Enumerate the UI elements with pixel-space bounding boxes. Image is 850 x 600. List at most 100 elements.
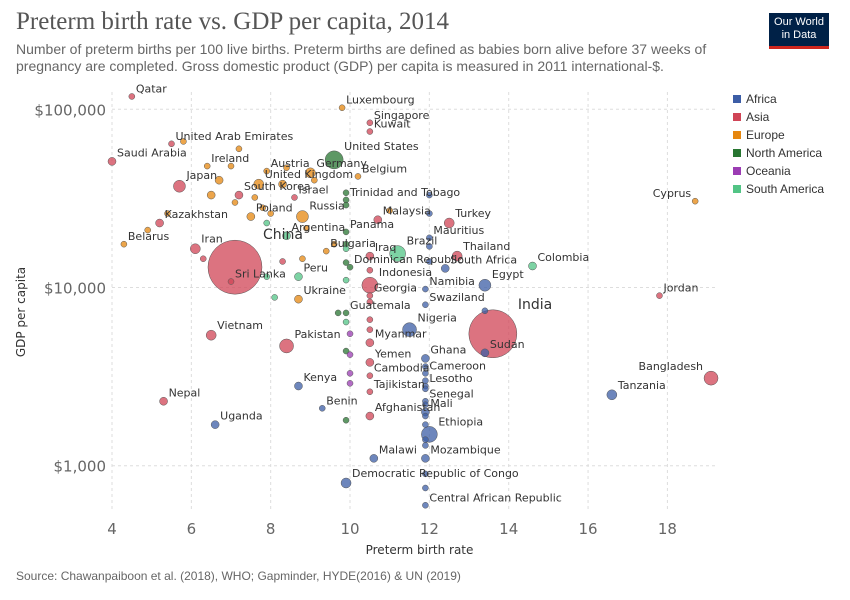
point-label: Colombia (538, 251, 590, 264)
data-point (342, 228, 350, 236)
point-label: Japan (185, 169, 217, 182)
data-point (346, 330, 354, 338)
data-point (205, 329, 217, 341)
data-point (263, 273, 270, 280)
point-label: Bangladesh (639, 360, 704, 373)
point-label: Guatemala (350, 299, 411, 312)
y-tick-label: $10,000 (44, 279, 106, 297)
data-point (422, 363, 429, 370)
data-point (246, 212, 256, 221)
data-point (279, 338, 294, 354)
x-tick-label: 16 (579, 520, 598, 538)
chart-points (107, 93, 719, 509)
legend-item[interactable]: Europe (733, 128, 785, 142)
point-label: China (263, 227, 303, 243)
data-point (227, 278, 235, 285)
data-point (164, 210, 171, 217)
data-point (206, 190, 216, 200)
legend-label: Africa (746, 92, 777, 106)
data-point (342, 189, 350, 197)
data-point (342, 245, 350, 252)
data-point (203, 162, 211, 170)
data-point (234, 190, 244, 200)
data-point (366, 388, 374, 396)
data-point (422, 385, 429, 393)
point-label: Benin (326, 394, 357, 407)
legend-label: Asia (746, 110, 770, 124)
point-label: Senegal (429, 387, 473, 400)
point-label: Tanzania (617, 379, 666, 392)
data-point (159, 397, 168, 406)
point-label: Turkey (454, 207, 491, 220)
logo-line-1: Our World (774, 16, 824, 28)
data-point (253, 178, 265, 190)
data-point (422, 401, 429, 408)
data-point (422, 370, 429, 377)
legend-label: North America (746, 146, 823, 160)
data-point (366, 316, 374, 323)
legend-item[interactable]: Asia (733, 110, 769, 124)
point-label: Malaysia (383, 205, 431, 218)
point-label: Panama (350, 218, 394, 231)
data-point (422, 470, 429, 478)
data-point (342, 416, 350, 424)
legend-item[interactable]: North America (733, 146, 822, 160)
x-tick-label: 6 (187, 520, 197, 538)
legend-swatch (733, 95, 741, 103)
point-label: Ethiopia (438, 415, 483, 428)
point-label: Sudan (490, 338, 525, 351)
point-label: Saudi Arabia (117, 146, 187, 159)
point-label: Georgia (374, 282, 417, 295)
owid-logo[interactable]: Our World in Data (769, 13, 829, 49)
point-label: Trinidad and Tobago (349, 186, 460, 199)
data-point (451, 250, 463, 262)
data-point (366, 266, 374, 274)
data-point (107, 157, 117, 166)
point-label: Central African Republic (429, 491, 561, 504)
data-point (227, 162, 235, 170)
data-point (468, 309, 518, 359)
data-point (342, 276, 350, 284)
data-point (703, 370, 719, 386)
point-label: United States (344, 140, 419, 153)
legend-label: South America (746, 182, 825, 196)
point-label: Afghanistan (375, 401, 441, 414)
point-label: Uganda (220, 410, 262, 423)
legend-item[interactable]: South America (733, 182, 824, 196)
point-label: Iran (201, 233, 223, 246)
x-tick-label: 10 (340, 520, 359, 538)
data-point (422, 502, 429, 509)
data-point (366, 298, 374, 306)
point-label: Peru (303, 262, 328, 275)
point-label: Cyprus (653, 187, 692, 200)
point-label: Luxembourg (346, 94, 415, 107)
data-point (294, 381, 303, 391)
point-label: India (518, 297, 552, 313)
data-point (340, 477, 352, 489)
data-point (366, 128, 374, 135)
data-point (366, 326, 374, 333)
data-point (282, 231, 291, 241)
legend-item[interactable]: Oceania (733, 164, 791, 178)
data-point (366, 372, 374, 379)
point-label: United Arab Emirates (176, 130, 294, 143)
data-point (190, 243, 201, 254)
x-tick-label: 4 (107, 520, 117, 538)
legend-swatch (733, 113, 741, 121)
point-label: Austria (271, 157, 310, 170)
point-label: Malawi (379, 443, 417, 456)
data-point (278, 179, 287, 189)
point-label: Pakistan (295, 328, 341, 341)
y-tick-label: $1,000 (54, 458, 107, 476)
data-point (251, 194, 259, 201)
data-point (656, 292, 663, 299)
point-label: Nepal (169, 386, 201, 399)
data-point (199, 255, 207, 262)
data-point (342, 259, 350, 266)
data-point (354, 173, 362, 180)
data-point (128, 93, 136, 100)
data-point (291, 194, 298, 201)
point-label: Argentina (292, 221, 346, 234)
legend-item[interactable]: Africa (733, 92, 777, 106)
